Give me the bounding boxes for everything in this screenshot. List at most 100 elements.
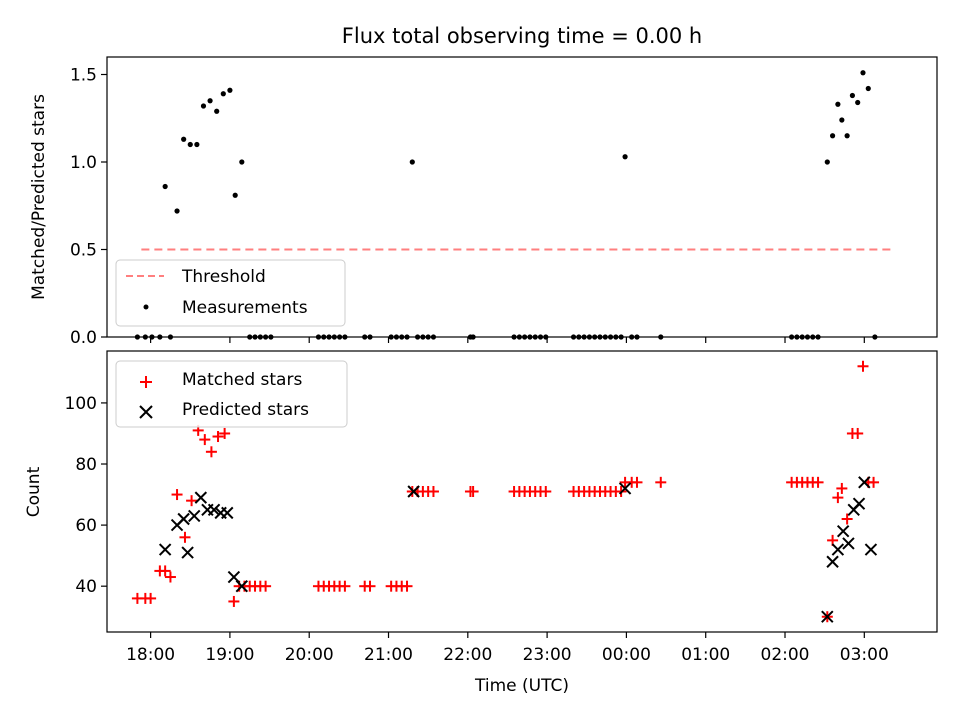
matched-point: [159, 565, 171, 577]
measurement-point: [331, 334, 337, 340]
measurement-point: [839, 117, 845, 123]
measurement-point: [849, 92, 856, 99]
predicted-point: [836, 524, 850, 538]
panel-count-legend: Matched stars Predicted stars: [115, 360, 348, 428]
measurement-point: [597, 334, 603, 340]
measurement-point: [149, 334, 155, 340]
measurement-point: [824, 159, 830, 165]
matched-point: [812, 476, 824, 488]
ytick-label: 40: [75, 577, 97, 597]
measurement-point: [257, 334, 263, 340]
xtick-label: 22:00: [443, 645, 492, 665]
legend-measurements-label: Measurements: [182, 298, 308, 318]
measurement-point: [576, 334, 582, 340]
matched-point: [145, 592, 157, 604]
matched-point: [401, 580, 413, 592]
matched-point: [228, 595, 240, 607]
measurement-point: [220, 91, 226, 97]
measurement-point: [337, 334, 343, 340]
matched-point: [212, 431, 224, 443]
ytick-label: 80: [75, 455, 97, 475]
measurement-point: [207, 98, 213, 104]
measurement-point: [629, 334, 635, 340]
matched-legend-swatch: [140, 376, 152, 388]
measurement-point: [799, 334, 805, 340]
measurement-point: [252, 334, 258, 340]
measurement-point: [388, 334, 394, 340]
measurement-point: [393, 334, 400, 340]
matched-point: [841, 513, 853, 525]
measurement-point: [367, 334, 373, 340]
measurement-point: [586, 334, 593, 340]
measurement-point: [404, 334, 410, 340]
measurement-point: [157, 334, 163, 340]
matched-point: [186, 495, 198, 507]
xtick-label: 21:00: [364, 645, 413, 665]
predicted-point: [858, 476, 871, 489]
measurement-point: [187, 141, 193, 148]
predicted-point: [864, 543, 878, 556]
xtick-label: 02:00: [761, 645, 810, 665]
measurement-point: [511, 334, 517, 340]
measurement-point: [592, 334, 598, 340]
matched-point: [179, 531, 191, 543]
measurement-point: [865, 85, 871, 92]
predicted-point: [831, 543, 845, 556]
xtick-label: 01:00: [681, 645, 730, 665]
predicted-point: [181, 546, 194, 559]
predicted-point: [194, 491, 208, 504]
measurement-point: [581, 334, 587, 340]
ytick-label: 100: [65, 394, 97, 414]
measurement-point: [362, 334, 368, 340]
xtick-label: 19:00: [205, 645, 254, 665]
predicted-point: [177, 512, 190, 526]
measurement-point: [425, 334, 431, 340]
predicted-point: [188, 509, 201, 523]
matched-point: [219, 427, 231, 439]
measurement-point: [602, 334, 608, 340]
measurement-point: [262, 334, 269, 340]
measurement-point: [194, 141, 200, 148]
matched-point: [260, 580, 272, 592]
matched-point: [171, 489, 183, 501]
panel-count-marks: [131, 360, 880, 623]
xtick-label: 00:00: [602, 645, 651, 665]
predicted-legend-swatch: [139, 405, 153, 419]
measurement-point: [470, 334, 476, 340]
measurement-point: [134, 334, 140, 340]
measurement-point: [315, 334, 322, 340]
panel-ratio: 0.0 0.5 1.0 1.5 Matched/Predicted stars Thr…: [29, 56, 938, 348]
matched-point: [427, 486, 439, 497]
measurement-point: [607, 334, 614, 340]
measurement-point: [162, 183, 168, 190]
matched-point: [199, 434, 211, 446]
measurement-point: [200, 103, 207, 109]
panel-count-xlabel: Time (UTC): [474, 676, 569, 696]
matched-point: [164, 571, 176, 583]
measurement-point: [872, 334, 878, 340]
xtick-label: 23:00: [523, 645, 572, 665]
measurement-point: [420, 334, 426, 340]
panel-ratio-legend-box: [115, 259, 346, 327]
measurement-point: [268, 334, 274, 340]
measurement-point: [247, 334, 253, 340]
measurement-point: [430, 334, 437, 340]
measurement-point: [835, 101, 841, 107]
matched-point: [852, 427, 864, 439]
measurement-point: [142, 334, 148, 340]
matched-point: [631, 476, 643, 488]
xtick-label: 18:00: [126, 645, 175, 665]
measurements-legend-swatch: [143, 304, 149, 310]
xtick-label: 03:00: [840, 645, 889, 665]
panel-count-legend-box: [115, 360, 348, 428]
measurement-point: [174, 208, 180, 214]
matched-point: [467, 486, 479, 497]
ytick-label: 60: [75, 516, 97, 536]
panel-count: 40 60 80 100 18:00 19:00 20:00 21:00 22:00 23:00 0…: [24, 350, 938, 696]
measurement-point: [613, 334, 619, 340]
measurement-point: [789, 334, 795, 340]
ytick-label: 1.0: [70, 153, 97, 173]
measurement-point: [622, 154, 628, 160]
measurement-point: [634, 334, 640, 340]
measurement-point: [239, 159, 245, 165]
